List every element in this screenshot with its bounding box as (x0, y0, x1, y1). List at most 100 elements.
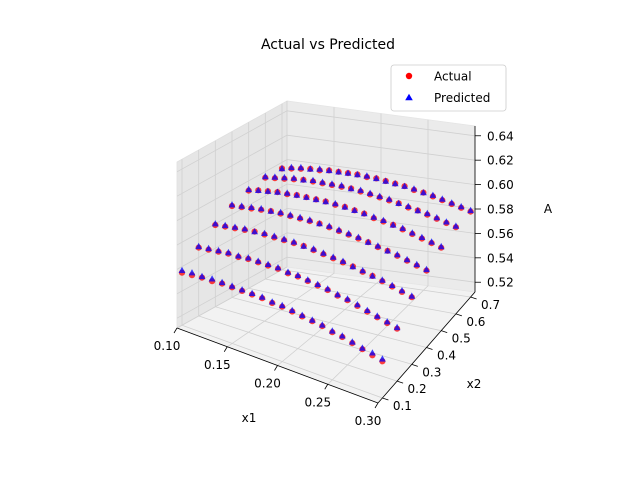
point-predicted (457, 203, 465, 210)
point-predicted (448, 199, 456, 206)
point-predicted (195, 242, 203, 250)
point-predicted (393, 251, 401, 258)
gridline-z (176, 159, 476, 221)
gridline-z (176, 134, 476, 197)
point-predicted (288, 306, 296, 313)
point-predicted (277, 208, 284, 216)
point-predicted (413, 260, 421, 268)
point-predicted (283, 189, 291, 196)
legend-frame (390, 64, 507, 112)
point-predicted (221, 221, 229, 229)
gridline-z (176, 207, 476, 270)
point-predicted (404, 202, 412, 209)
gridline-y (181, 159, 383, 399)
point-predicted (248, 203, 255, 210)
point-predicted (369, 272, 376, 279)
gridline-x (176, 101, 288, 329)
point-predicted (452, 222, 460, 229)
point-predicted (341, 203, 349, 210)
point-predicted (274, 264, 282, 271)
point-predicted (351, 206, 358, 213)
point-predicted (264, 260, 272, 267)
point-predicted (428, 238, 435, 245)
point-predicted (290, 238, 298, 245)
point-predicted (358, 344, 366, 351)
x-tick-label: 0.10 (154, 339, 181, 353)
point-predicted (438, 195, 446, 202)
point-predicted (234, 252, 242, 259)
y-tick (470, 296, 477, 300)
point-predicted (347, 184, 355, 192)
x-tick (274, 365, 278, 371)
point-predicted (401, 182, 408, 189)
point-predicted (300, 242, 308, 249)
gridline-y (198, 150, 398, 382)
point-predicted (414, 206, 422, 214)
point-predicted (328, 180, 336, 187)
point-predicted (388, 281, 396, 288)
point-predicted (348, 338, 356, 345)
point-predicted (198, 272, 206, 280)
point-predicted (271, 173, 279, 180)
y-axis-label: x2 (467, 377, 482, 391)
point-predicted (420, 189, 427, 196)
point-predicted (442, 218, 450, 225)
point-predicted (380, 216, 387, 223)
point-predicted (228, 282, 236, 289)
point-predicted (467, 206, 474, 214)
point-predicted (304, 276, 312, 283)
point-predicted (288, 163, 295, 171)
point-predicted (322, 197, 330, 205)
point-predicted (429, 191, 437, 198)
point-predicted (238, 286, 246, 293)
point-predicted (325, 166, 333, 174)
point-predicted (309, 176, 317, 183)
x-tick-label: 0.25 (304, 395, 331, 409)
y-tick (426, 347, 433, 350)
point-predicted (319, 178, 326, 185)
y-tick-label: 0.1 (393, 399, 412, 413)
y-tick-label: 0.3 (422, 365, 441, 379)
y-tick-label: 0.2 (408, 382, 427, 396)
z-tick-label: 0.62 (487, 154, 514, 168)
point-predicted (355, 233, 362, 240)
gridline-y (231, 131, 427, 348)
point-predicted (316, 165, 324, 172)
gridline-y (281, 103, 471, 298)
point-predicted (354, 170, 361, 178)
point-predicted (281, 173, 288, 181)
y-tick-label: 0.5 (452, 332, 471, 346)
point-predicted (284, 268, 292, 275)
point-predicted (296, 213, 304, 221)
point-predicted (399, 224, 407, 231)
point-predicted (303, 193, 310, 200)
point-predicted (423, 209, 431, 217)
point-predicted (254, 186, 262, 193)
point-predicted (354, 301, 361, 308)
point-predicted (300, 176, 307, 183)
point-predicted (241, 225, 249, 232)
point-predicted (410, 185, 418, 192)
data-points (178, 163, 474, 365)
gridline-z (176, 232, 476, 295)
point-predicted (293, 191, 301, 198)
point-predicted (335, 226, 343, 233)
point-predicted (188, 269, 196, 276)
point-predicted (338, 332, 346, 339)
point-predicted (359, 267, 367, 274)
point-predicted (280, 235, 288, 242)
y-tick (382, 397, 389, 401)
point-predicted (339, 257, 347, 264)
x-axis-label: x1 (242, 411, 257, 425)
tick-labels: 0.10 0.15 0.20 0.25 0.30 0.1 0.2 0.3 0.4 0.5 0.6 0.… (154, 129, 514, 428)
y-tick-label: 0.6 (466, 315, 485, 329)
point-predicted (270, 232, 278, 239)
point-predicted (178, 266, 186, 273)
point-predicted (360, 210, 368, 217)
point-predicted (312, 195, 320, 203)
y-tick-label: 0.7 (481, 298, 500, 312)
point-predicted (318, 321, 326, 328)
gridline-y (264, 113, 456, 315)
point-predicted (423, 265, 430, 273)
gridline-x (227, 107, 335, 348)
